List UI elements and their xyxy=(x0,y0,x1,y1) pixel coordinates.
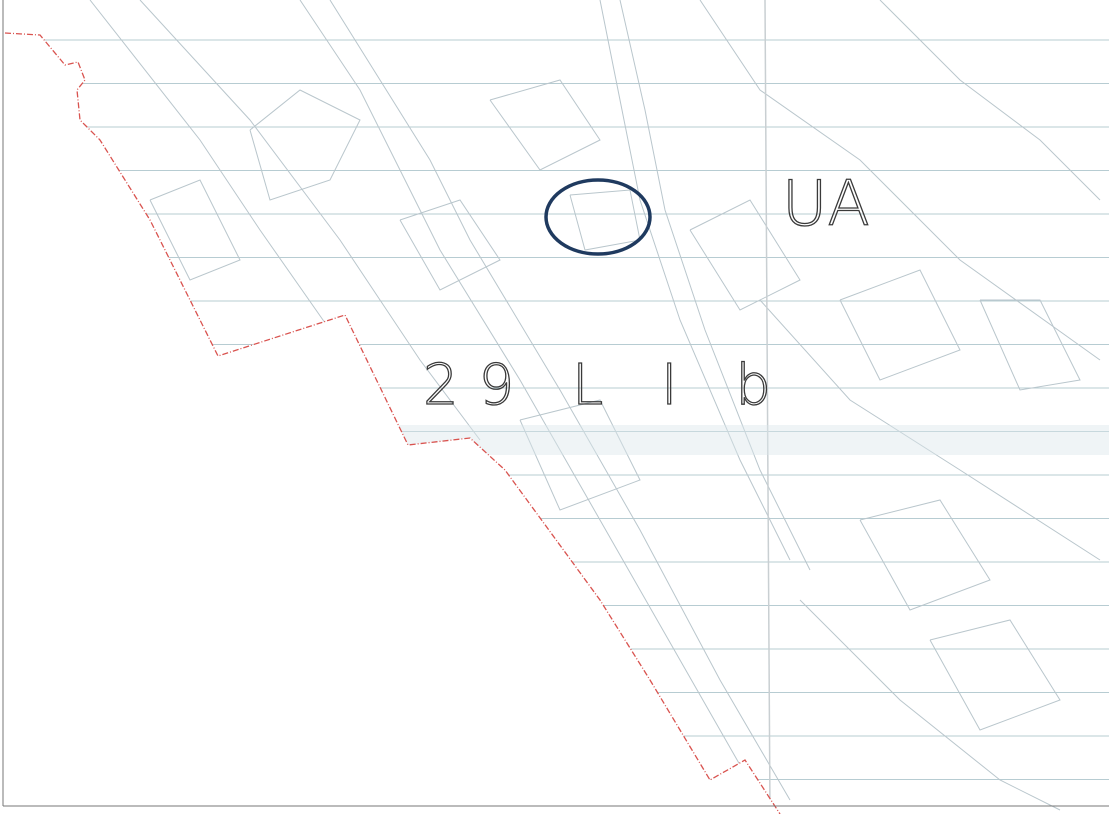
outside-area xyxy=(0,33,780,814)
boundary xyxy=(4,32,781,814)
sector-label: 29 L I b xyxy=(423,353,791,418)
zone-label: UA xyxy=(782,167,870,240)
fold-line xyxy=(764,0,771,814)
highlight-circle xyxy=(544,178,652,256)
streets xyxy=(89,0,1101,811)
